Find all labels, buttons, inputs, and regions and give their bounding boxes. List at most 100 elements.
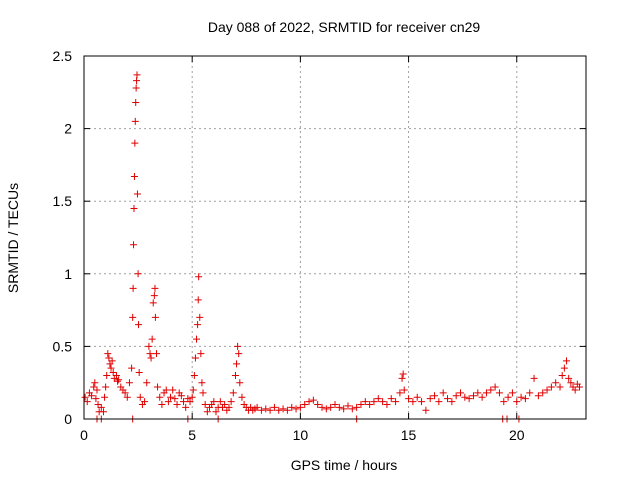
data-point [167, 393, 175, 401]
data-point [146, 350, 154, 358]
data-point [171, 395, 179, 403]
data-point [238, 393, 246, 401]
data-point [353, 403, 361, 411]
data-point [108, 357, 116, 365]
data-point [231, 371, 239, 379]
data-point [387, 395, 395, 403]
data-point [102, 383, 110, 391]
data-point [547, 383, 555, 391]
data-point [508, 389, 516, 397]
data-point [115, 376, 123, 384]
chart-title: Day 088 of 2022, SRMTID for receiver cn2… [208, 19, 481, 35]
data-point [221, 400, 229, 408]
data-point [149, 299, 157, 307]
data-point [366, 400, 374, 408]
data-points [81, 71, 584, 423]
data-point [305, 398, 313, 406]
data-point [101, 393, 109, 401]
data-point [136, 393, 144, 401]
data-point [148, 335, 156, 343]
data-point [133, 71, 141, 79]
data-point [431, 392, 439, 400]
data-point [123, 393, 131, 401]
data-point [133, 190, 141, 198]
data-point [194, 321, 202, 329]
data-point [92, 395, 100, 403]
data-point [296, 403, 304, 411]
data-point [558, 371, 566, 379]
data-point [398, 374, 406, 382]
data-point [396, 389, 404, 397]
y-tick-label: 2.5 [53, 48, 73, 64]
y-tick-label: 0 [64, 411, 72, 427]
data-point [180, 398, 188, 406]
data-point [132, 84, 140, 92]
data-point [409, 398, 417, 406]
data-point [198, 379, 206, 387]
data-point [279, 405, 287, 413]
data-point [521, 395, 529, 403]
data-point [426, 395, 434, 403]
data-point [413, 393, 421, 401]
data-point [392, 398, 400, 406]
data-point [109, 369, 117, 377]
data-point [482, 389, 490, 397]
data-point [504, 393, 512, 401]
data-point [552, 379, 560, 387]
data-point [182, 403, 190, 411]
data-point [210, 398, 218, 406]
data-point [177, 392, 185, 400]
x-tick-label: 5 [188, 427, 196, 443]
data-point [379, 398, 387, 406]
data-point [225, 403, 233, 411]
data-point [452, 392, 460, 400]
data-point [262, 405, 270, 413]
data-point [132, 98, 140, 106]
data-point [114, 377, 122, 385]
data-point [556, 383, 564, 391]
data-point [500, 398, 508, 406]
y-tick-labels: 0 0.5 1 1.5 2 2.5 [53, 48, 73, 427]
data-point [318, 403, 326, 411]
data-point [130, 173, 138, 181]
data-point [233, 360, 241, 368]
data-point [130, 241, 138, 249]
data-point [400, 386, 408, 394]
data-point [526, 389, 534, 397]
data-point [283, 406, 291, 414]
data-point [236, 379, 244, 387]
data-point [134, 270, 142, 278]
data-point [145, 342, 153, 350]
data-point [103, 371, 111, 379]
data-point [422, 406, 430, 414]
data-point [478, 393, 486, 401]
data-point [164, 398, 172, 406]
data-point [571, 386, 579, 394]
data-point [152, 350, 160, 358]
y-tick-label: 2 [64, 121, 72, 137]
data-point [517, 393, 525, 401]
data-point [275, 406, 283, 414]
data-point [229, 389, 237, 397]
data-point [193, 335, 201, 343]
grid-lines [84, 56, 586, 419]
data-point [93, 386, 101, 394]
data-point [147, 354, 155, 362]
data-point [191, 354, 199, 362]
data-point [91, 379, 99, 387]
data-point [448, 398, 456, 406]
data-point [107, 364, 115, 372]
data-point [405, 395, 413, 403]
data-point [357, 400, 365, 408]
data-point [457, 389, 464, 397]
data-point [104, 350, 112, 358]
data-point [188, 393, 196, 401]
data-point [322, 405, 330, 413]
data-point [530, 374, 538, 382]
data-point [344, 402, 352, 410]
data-point [154, 383, 162, 391]
data-point [197, 350, 205, 358]
data-point [190, 371, 198, 379]
